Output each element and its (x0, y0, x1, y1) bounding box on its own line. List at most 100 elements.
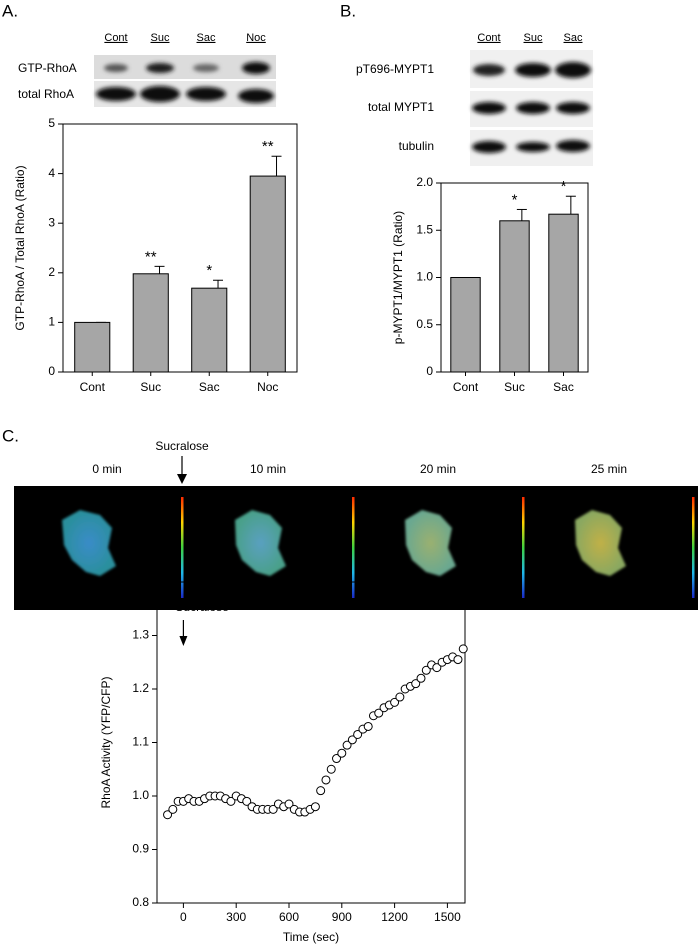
x-tick-label: 1200 (381, 910, 408, 924)
microscopy-image (14, 486, 698, 610)
lane-label: Sac (197, 32, 216, 44)
x-axis-label: Time (sec) (283, 930, 339, 944)
data-point (432, 663, 442, 673)
data-point (332, 754, 342, 764)
arrow-head (177, 474, 187, 484)
x-tick-label: 600 (279, 910, 299, 924)
data-point (416, 673, 426, 683)
timepoint-label: 20 min (420, 462, 456, 476)
bar (450, 277, 481, 373)
significance: * (561, 178, 567, 195)
stimulus-label: Sucralose (155, 439, 209, 453)
data-point (342, 740, 352, 750)
data-point (411, 679, 421, 689)
x-tick-label: 0 (180, 910, 187, 924)
y-tick-label: 0.9 (132, 842, 149, 856)
timepoint-label: 25 min (591, 462, 627, 476)
y-tick-label: 0.5 (416, 317, 433, 331)
data-point (453, 655, 463, 665)
y-tick-label: 2 (48, 265, 55, 279)
blot-row-label: GTP-RhoA (18, 61, 77, 75)
data-point (163, 810, 173, 820)
data-point (316, 786, 326, 796)
x-tick-label: Suc (140, 380, 161, 394)
data-point (421, 665, 431, 675)
lane-label: Suc (524, 32, 543, 44)
y-tick-label: 1.3 (132, 628, 149, 642)
x-tick-label: Sac (199, 380, 220, 394)
data-point (395, 692, 405, 702)
lane-label: Cont (104, 32, 127, 44)
y-axis-label: RhoA Activity (YFP/CFP) (99, 676, 113, 808)
timepoint-label: 10 min (250, 462, 286, 476)
y-axis-label: GTP-RhoA / Total RhoA (Ratio) (13, 165, 27, 330)
timepoint-label: 0 min (92, 462, 121, 476)
y-tick-label: 1.1 (132, 735, 149, 749)
data-point (337, 748, 347, 758)
y-tick-label: 0 (48, 364, 55, 378)
data-point (347, 735, 357, 745)
bar (191, 287, 228, 373)
data-point (226, 796, 236, 806)
plot-frame (62, 123, 298, 373)
data-point (390, 697, 400, 707)
data-point (326, 764, 336, 774)
x-tick-label: Cont (80, 380, 106, 394)
y-tick-label: 1.2 (132, 681, 149, 695)
bar (249, 175, 286, 373)
data-point (374, 708, 384, 718)
y-tick-label: 1.0 (416, 270, 433, 284)
x-tick-label: Cont (453, 380, 479, 394)
data-point (458, 644, 468, 654)
y-tick-label: 0.8 (132, 895, 149, 909)
y-tick-label: 4 (48, 166, 55, 180)
x-tick-label: Noc (257, 380, 278, 394)
panel-label: B. (340, 1, 356, 20)
data-point (321, 775, 331, 785)
y-tick-label: 0 (426, 364, 433, 378)
blot-row-label: pT696-MYPT1 (356, 62, 434, 76)
y-tick-label: 1.5 (416, 222, 433, 236)
panel-label: C. (2, 426, 19, 445)
data-point (363, 721, 373, 731)
significance: ** (262, 138, 274, 155)
lane-label: Cont (477, 32, 500, 44)
data-point (284, 799, 294, 809)
panel-label: A. (2, 1, 18, 20)
y-tick-label: 1.0 (132, 788, 149, 802)
y-axis-label: p-MYPT1/MYPT1 (Ratio) (391, 211, 405, 344)
bar (548, 213, 579, 373)
data-point (168, 804, 178, 814)
data-point (310, 802, 320, 812)
lane-label: Suc (151, 32, 170, 44)
significance: ** (145, 248, 157, 265)
blot-row-label: total RhoA (18, 87, 74, 101)
annotation-arrow-head (179, 636, 188, 646)
annotation: Sucralose (175, 600, 229, 614)
plot-frame (156, 581, 466, 904)
x-tick-label: 1500 (434, 910, 461, 924)
y-tick-label: 2.0 (416, 175, 433, 189)
x-tick-label: 300 (226, 910, 246, 924)
x-tick-label: Sac (553, 380, 574, 394)
data-point (353, 729, 363, 739)
x-tick-label: 900 (332, 910, 352, 924)
bar (499, 220, 530, 373)
y-tick-label: 3 (48, 215, 55, 229)
bar (74, 321, 111, 373)
data-point (242, 796, 252, 806)
y-tick-label: 1 (48, 315, 55, 329)
lane-label: Sac (564, 32, 583, 44)
lane-label: Noc (246, 32, 266, 44)
blot-image (94, 55, 276, 107)
bar (132, 273, 169, 373)
significance: * (206, 262, 212, 279)
blot-row-label: total MYPT1 (368, 100, 434, 114)
blot-image (470, 50, 593, 166)
y-tick-label: 1.4 (132, 574, 149, 588)
significance: * (512, 191, 518, 208)
y-tick-label: 5 (48, 116, 55, 130)
x-tick-label: Suc (504, 380, 525, 394)
